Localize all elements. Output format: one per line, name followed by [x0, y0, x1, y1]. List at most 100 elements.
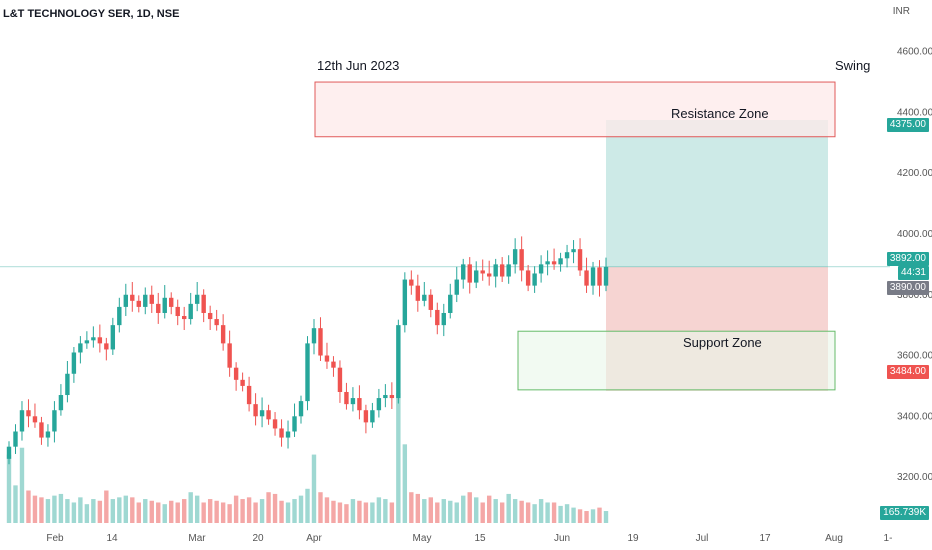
volume-bar: [558, 505, 563, 523]
volume-bar: [188, 492, 193, 523]
candle: [564, 252, 570, 259]
candle: [584, 270, 589, 286]
volume-bar: [448, 500, 453, 523]
volume-bar: [97, 500, 103, 523]
candle: [45, 431, 51, 438]
candle: [175, 306, 180, 317]
candle: [97, 337, 103, 344]
candle: [285, 431, 291, 438]
volume-bar: [337, 502, 343, 523]
candle: [474, 270, 479, 283]
volume-bar: [246, 497, 252, 523]
x-tick-label: Mar: [188, 533, 206, 544]
candle: [298, 401, 304, 417]
candle: [311, 328, 317, 344]
candle: [383, 395, 388, 399]
candle: [246, 385, 252, 405]
volume-bar: [435, 502, 440, 523]
candle: [545, 261, 550, 265]
candle: [240, 379, 245, 386]
volume-bar: [285, 502, 291, 523]
volume-bar: [461, 495, 466, 523]
candle: [117, 306, 122, 326]
candle: [344, 391, 349, 405]
volume-bar: [532, 504, 537, 523]
volume-bar: [227, 504, 232, 523]
volume-bar: [78, 497, 83, 523]
volume-bar: [577, 509, 583, 523]
volume-bar: [279, 500, 284, 523]
volume-bar: [39, 497, 44, 523]
volume-bar: [65, 499, 70, 523]
candle: [259, 410, 265, 417]
volume-bar: [45, 499, 51, 523]
volume-bar: [169, 500, 174, 523]
volume-bar: [454, 502, 459, 523]
candle: [324, 355, 330, 362]
candle: [551, 261, 557, 265]
volume-bar: [383, 499, 388, 523]
volume-bar: [389, 502, 395, 523]
x-tick-label: Jun: [554, 533, 570, 544]
candle: [376, 398, 382, 411]
volume-bar: [506, 493, 511, 523]
candle: [480, 270, 485, 274]
x-tick-label: 14: [106, 533, 118, 544]
volume-bar: [409, 492, 414, 523]
y-tick-label: 4200.00: [897, 168, 932, 179]
volume-bar: [32, 495, 38, 523]
volume-bar: [156, 502, 161, 523]
volume-bar: [519, 500, 524, 523]
x-tick-label: 19: [627, 533, 639, 544]
y-tick-label: 4600.00: [897, 47, 932, 58]
volume-bar: [104, 490, 109, 523]
candle: [441, 312, 446, 326]
volume-bar: [58, 493, 64, 523]
volume-bar: [350, 499, 356, 523]
candle: [454, 279, 459, 295]
volume-bar: [240, 499, 245, 523]
volume-bar: [545, 502, 550, 523]
volume-bar: [480, 502, 485, 523]
volume-bar: [259, 499, 265, 523]
volume-bar: [305, 488, 310, 523]
volume-bar: [266, 492, 271, 523]
candle: [389, 395, 395, 399]
candle: [272, 419, 278, 429]
countdown-tag: 44:31: [897, 266, 929, 280]
target-area: [606, 120, 828, 267]
candle: [156, 303, 161, 313]
candle: [597, 267, 602, 286]
candle: [357, 398, 362, 411]
y-tick-label: 3600.00: [897, 351, 932, 362]
volume-bar: [233, 495, 239, 523]
candle: [91, 337, 96, 341]
volume-bar: [499, 502, 505, 523]
candle: [6, 446, 12, 459]
volume-bar: [272, 493, 278, 523]
volume-bar: [422, 499, 427, 523]
candle: [162, 297, 167, 313]
candle: [350, 398, 356, 405]
volume-bar: [415, 493, 421, 523]
candle: [143, 294, 148, 307]
candle: [370, 410, 375, 423]
candle: [233, 367, 239, 380]
candle: [519, 249, 524, 271]
candle: [396, 325, 401, 399]
candle: [558, 258, 563, 265]
volume-bar: [571, 507, 576, 523]
candle: [78, 343, 83, 353]
volume-bar: [331, 500, 336, 523]
candle: [19, 410, 25, 432]
candle: [130, 294, 135, 301]
candle: [136, 300, 141, 307]
volume-bar: [71, 502, 77, 523]
candle: [207, 312, 213, 320]
volume-bar: [370, 502, 375, 523]
style-annotation: Swing: [835, 58, 871, 73]
candle: [266, 410, 271, 420]
candle: [123, 294, 129, 307]
volume-bar: [474, 497, 479, 523]
